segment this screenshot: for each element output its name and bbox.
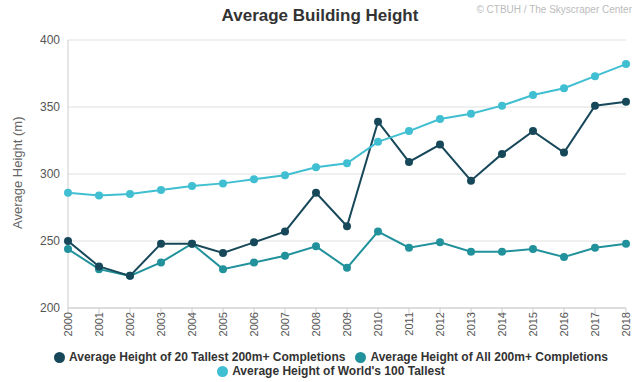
- svg-text:2018: 2018: [620, 312, 632, 336]
- html-text:© CTBUH / The Skyscraper Cente: © CTBUH / The Skyscraper Center: [476, 4, 632, 15]
- svg-text:300: 300: [40, 167, 60, 181]
- svg-text:2002: 2002: [124, 312, 136, 336]
- svg-text:2001: 2001: [93, 312, 105, 336]
- svg-text:400: 400: [40, 33, 60, 47]
- svg-text:2004: 2004: [186, 312, 198, 336]
- svg-text:2008: 2008: [310, 312, 322, 336]
- html-text:Average Height of World's 100: Average Height of World's 100 Tallest: [232, 364, 445, 378]
- svg-text:2000: 2000: [62, 312, 74, 336]
- svg-text:2009: 2009: [341, 312, 353, 336]
- svg-text:Average Height (m): Average Height (m): [10, 117, 25, 229]
- svg-text:2014: 2014: [496, 312, 508, 336]
- svg-text:2016: 2016: [558, 312, 570, 336]
- svg-text:2011: 2011: [403, 312, 415, 336]
- svg-text:2012: 2012: [434, 312, 446, 336]
- svg-text:2015: 2015: [527, 312, 539, 336]
- svg-text:200: 200: [40, 301, 60, 315]
- html-text:Average Building Height: Average Building Height: [221, 6, 419, 25]
- svg-text:2003: 2003: [155, 312, 167, 336]
- svg-text:2017: 2017: [589, 312, 601, 336]
- svg-text:2010: 2010: [372, 312, 384, 336]
- html-text:Average Height of All 200m+ Co: Average Height of All 200m+ Completions: [370, 350, 608, 364]
- svg-text:250: 250: [40, 234, 60, 248]
- svg-text:2006: 2006: [248, 312, 260, 336]
- svg-text:2005: 2005: [217, 312, 229, 336]
- svg-text:2007: 2007: [279, 312, 291, 336]
- svg-text:350: 350: [40, 100, 60, 114]
- html-text:Average Height of 20 Tallest 2: Average Height of 20 Tallest 200m+ Compl…: [69, 350, 346, 364]
- svg-text:2013: 2013: [465, 312, 477, 336]
